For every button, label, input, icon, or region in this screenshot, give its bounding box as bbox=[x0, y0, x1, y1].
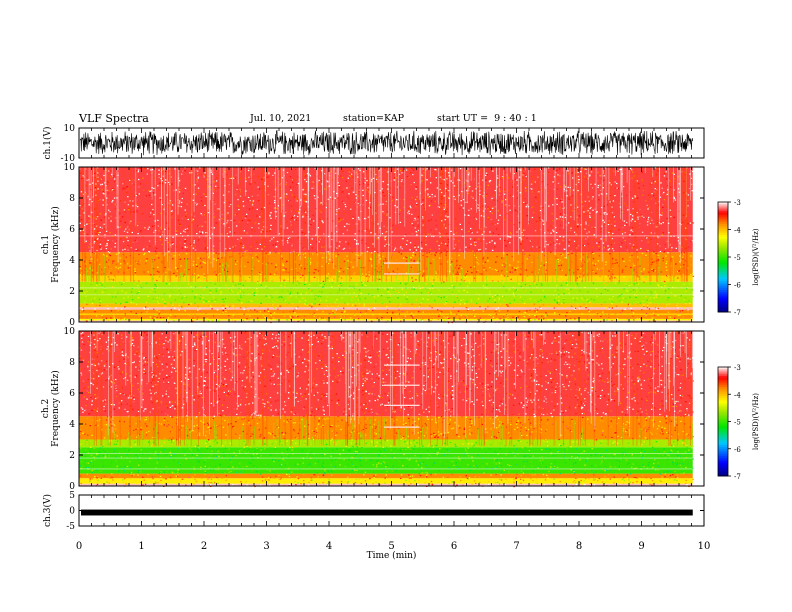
ch3-ylabel: ch.3(V) bbox=[42, 494, 53, 527]
ch2-spec-ytick-label: 2 bbox=[69, 451, 75, 461]
xtick-label: 7 bbox=[513, 541, 519, 552]
ch2-spec-ytick-label: 10 bbox=[64, 327, 76, 337]
ch3-ytick-label: 5 bbox=[69, 491, 75, 501]
xtick-label: 10 bbox=[698, 541, 711, 552]
xtick-label: 6 bbox=[451, 541, 457, 552]
ch2-spec-ytick-label: 4 bbox=[69, 420, 75, 430]
ch1-panel: 10 -10 ch.1(V) bbox=[42, 124, 705, 164]
ch2-spec-panel: 0 2 4 6 8 10 ch.2 Frequency (kHz) bbox=[41, 327, 705, 492]
ch1-spec-band bbox=[79, 309, 693, 314]
xaxis-label: Time (min) bbox=[367, 550, 417, 561]
ch2-spec-band bbox=[79, 416, 693, 440]
ch1-colorbar: -3 -4 -5 -6 -7 log(PSD)(V²/Hz) bbox=[717, 199, 760, 317]
ch2-spec-ylabel-channel: ch.2 bbox=[41, 399, 51, 418]
ch1-spec-ylabel-channel: ch.1 bbox=[41, 235, 51, 254]
ch3-panel: 5 0 -5 ch.3(V) bbox=[42, 491, 705, 532]
ch2-spec-ylabel-frequency: Frequency (kHz) bbox=[50, 370, 61, 447]
xtick-label: 1 bbox=[138, 541, 144, 552]
ch2-spec-band bbox=[79, 483, 693, 486]
ch1-spec-ytick-label: 2 bbox=[69, 287, 75, 297]
ch1-spec-band bbox=[79, 307, 693, 310]
ch1-spec-band bbox=[79, 315, 693, 319]
ch1-colorbar-tick-label: -4 bbox=[734, 227, 741, 235]
ch1-spec-panel: 0 2 4 6 8 10 ch.1 Frequency (kHz) bbox=[41, 163, 705, 328]
ch2-colorbar: -3 -4 -5 -6 -7 log(PSD)(V²/Hz) bbox=[717, 364, 760, 481]
ch3-ytick-label: -5 bbox=[66, 522, 75, 532]
ch2-spec-ytick-label: 0 bbox=[69, 482, 75, 492]
ch2-colorbar-tick-label: -6 bbox=[734, 446, 741, 454]
ch2-spec-band bbox=[79, 478, 693, 484]
ch2-colorbar-tick-label: -3 bbox=[734, 364, 741, 372]
date-label: Jul. 10, 2021 bbox=[250, 113, 312, 124]
ch1-spec-band bbox=[79, 303, 693, 308]
ch1-spec-ytick-label: 0 bbox=[69, 318, 75, 328]
ch2-colorbar-tick-label: -4 bbox=[734, 391, 741, 399]
ch3-trace bbox=[81, 509, 693, 516]
ch1-ytick-label: -10 bbox=[61, 154, 76, 164]
chart-title: VLF Spectra bbox=[79, 112, 149, 125]
ch1-ytick-label: 10 bbox=[64, 124, 76, 134]
ch1-spec-band bbox=[79, 281, 693, 304]
ch3-ytick-label: 0 bbox=[69, 507, 75, 517]
ch1-spec-band bbox=[79, 320, 693, 322]
xtick-label: 5 bbox=[388, 541, 394, 552]
xtick-label: 3 bbox=[263, 541, 269, 552]
ch2-spec-ytick-label: 6 bbox=[69, 389, 75, 399]
ch1-colorbar-tick-label: -5 bbox=[734, 254, 741, 262]
ch2-colorbar-tick-label: -5 bbox=[734, 419, 741, 427]
ch1-spec-ylabel-frequency: Frequency (kHz) bbox=[50, 206, 61, 283]
ch1-ylabel: ch.1(V) bbox=[42, 127, 53, 160]
xtick-label: 0 bbox=[76, 541, 82, 552]
ch1-colorbar-tick-label: -3 bbox=[734, 199, 741, 207]
ch1-spec-ytick-label: 6 bbox=[69, 225, 75, 235]
xtick-label: 8 bbox=[576, 541, 582, 552]
xtick-label: 2 bbox=[201, 541, 207, 552]
xtick-label: 9 bbox=[638, 541, 644, 552]
ch1-spec-band bbox=[79, 318, 693, 321]
ch2-colorbar-tick-label: -7 bbox=[734, 473, 741, 481]
ch1-spec-ytick-label: 10 bbox=[64, 163, 76, 173]
ch1-spec-ytick-label: 4 bbox=[69, 256, 75, 266]
ch2-spec-band bbox=[79, 447, 693, 474]
ch2-spec-band bbox=[79, 473, 693, 479]
station-label: station=KAP bbox=[343, 113, 404, 124]
ch2-spec-band bbox=[79, 439, 693, 448]
ch1-colorbar-tick-label: -6 bbox=[734, 282, 741, 290]
ch1-colorbar-label: log(PSD)(V²/Hz) bbox=[752, 228, 760, 285]
xtick-label: 4 bbox=[326, 541, 332, 552]
ch1-trace bbox=[79, 129, 694, 156]
start-time-label: start UT = 9 : 40 : 1 bbox=[437, 113, 537, 124]
ch2-spec-ytick-label: 8 bbox=[69, 358, 75, 368]
ch2-colorbar-label: log(PSD)(V²/Hz) bbox=[752, 393, 760, 450]
ch1-spec-ytick-label: 8 bbox=[69, 194, 75, 204]
ch1-spec-band bbox=[79, 313, 693, 316]
ch1-colorbar-tick-label: -7 bbox=[734, 309, 741, 317]
